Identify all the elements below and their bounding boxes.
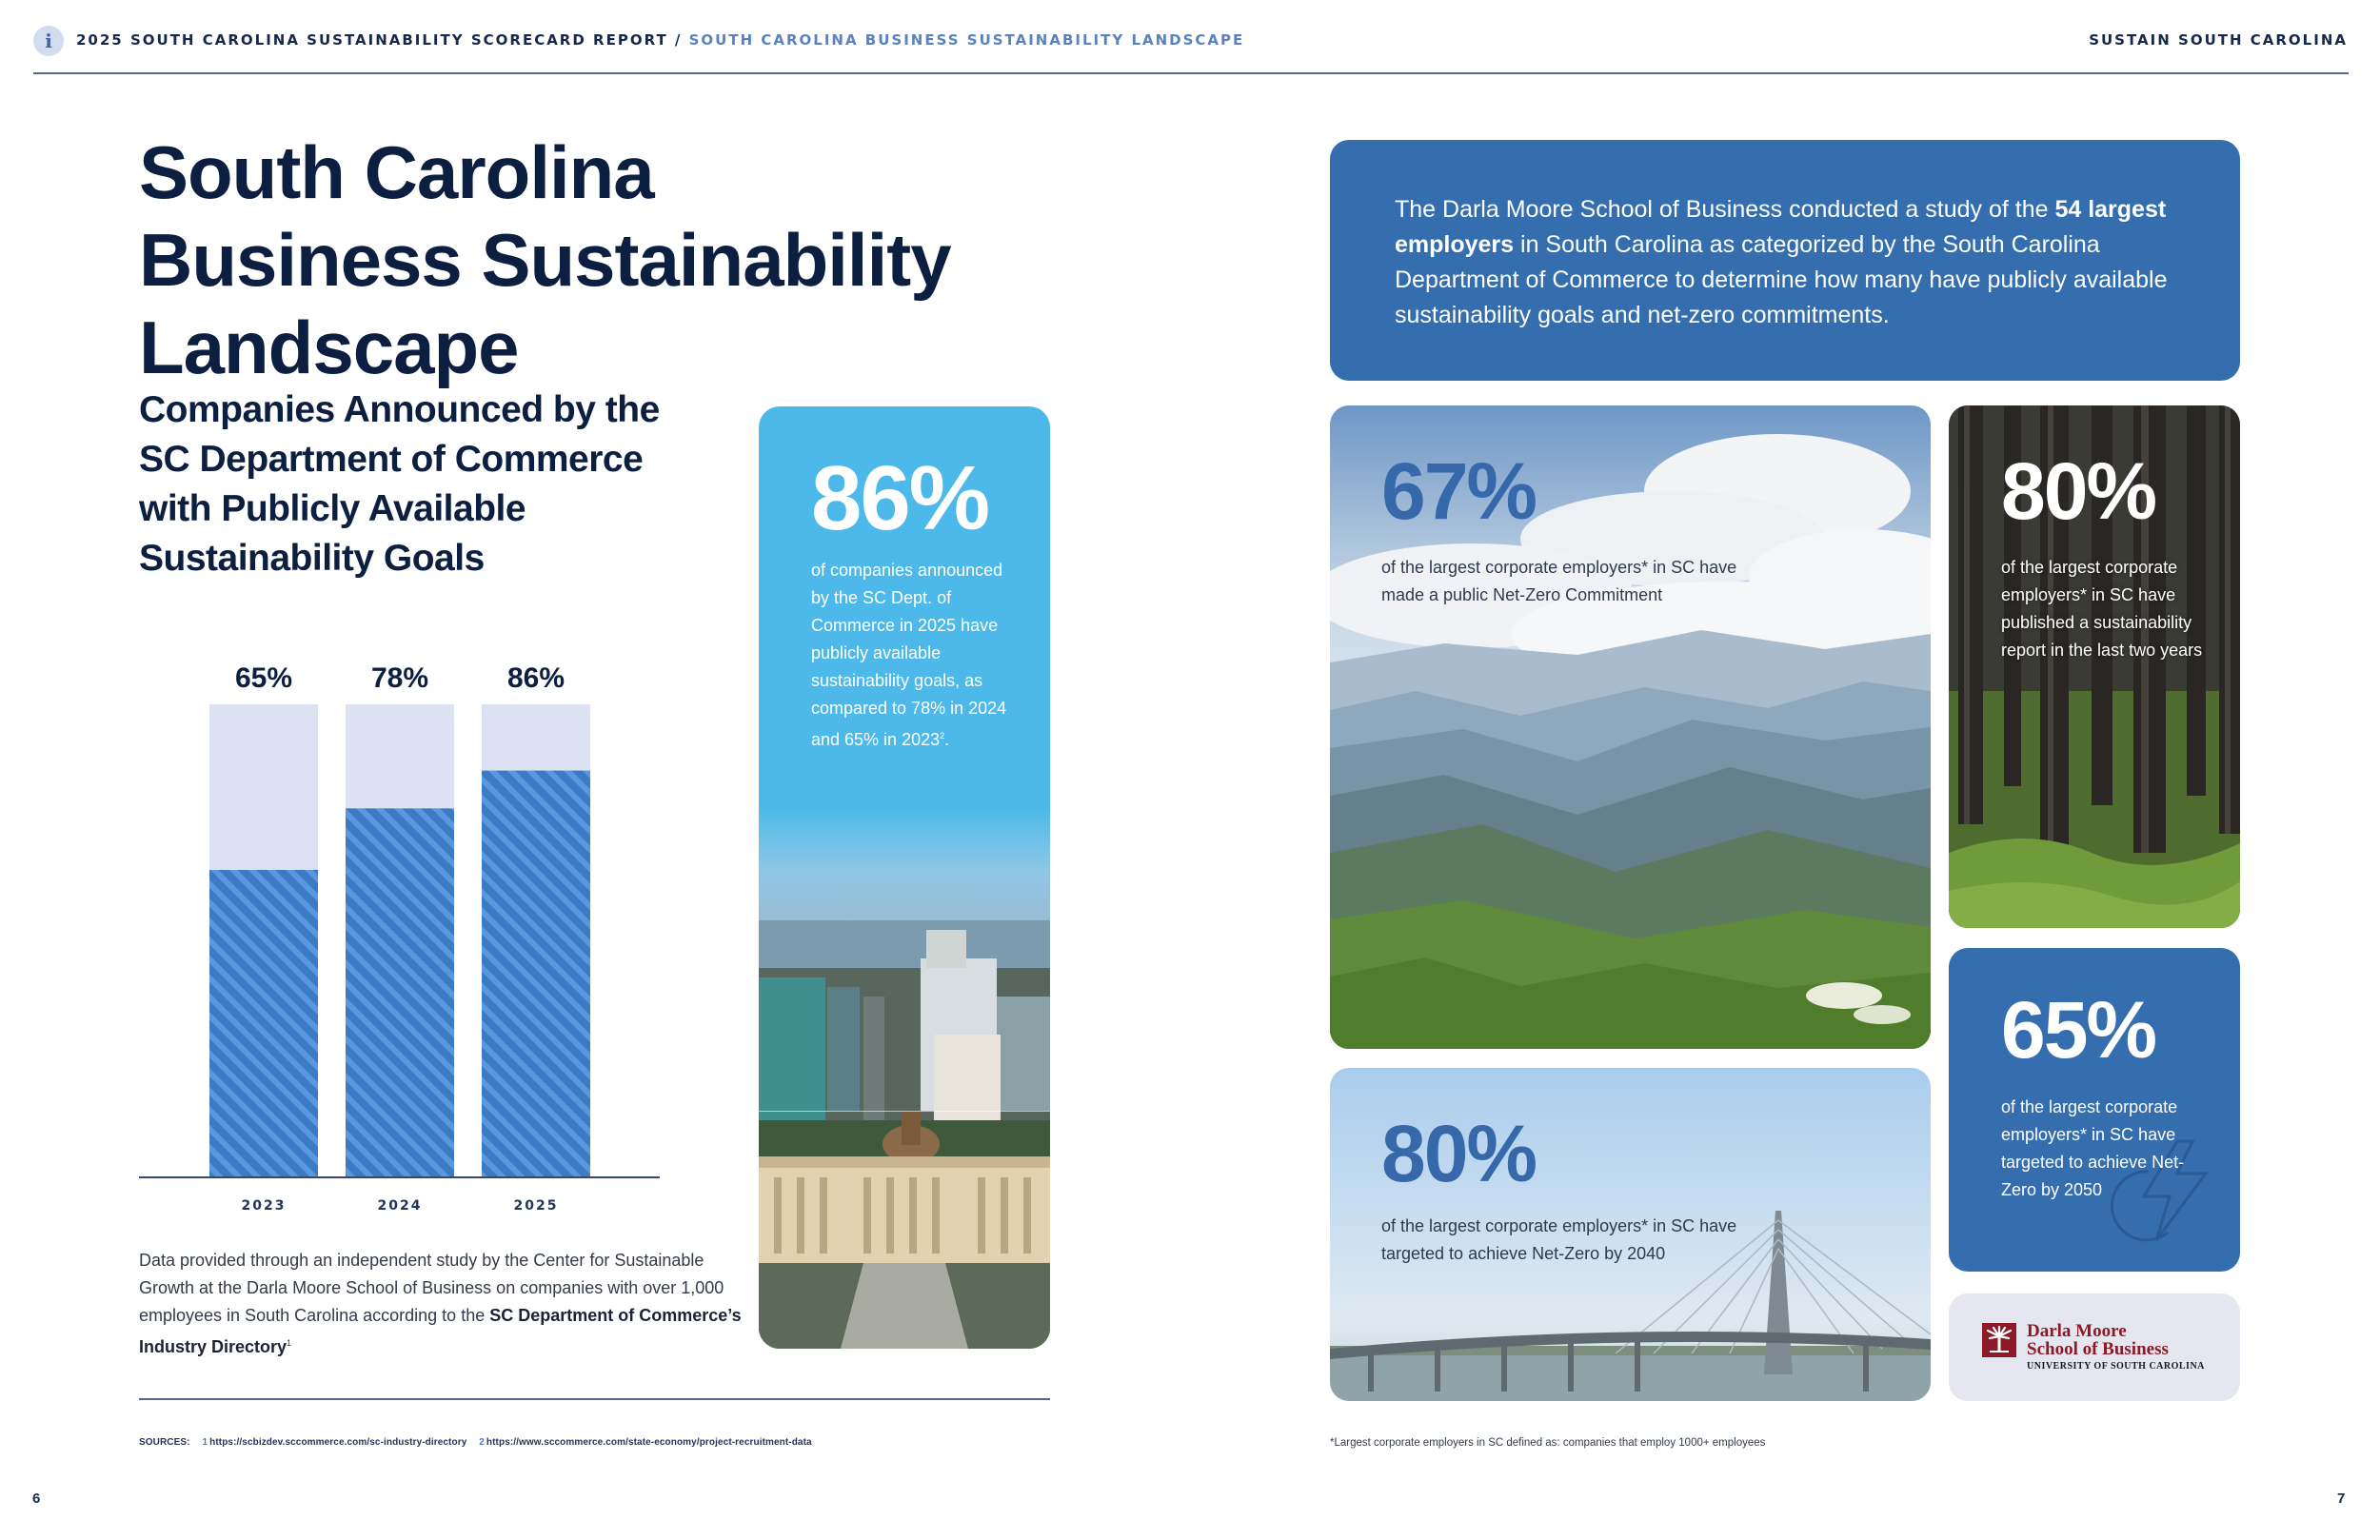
stat-text: of the largest corporate employers* in S…	[1381, 1216, 1737, 1263]
logo-name-line2: School of Business	[2027, 1339, 2169, 1359]
pine-forest-image	[1949, 405, 2240, 928]
source-number: 2	[479, 1437, 485, 1448]
intro-text-start: The Darla Moore School of Business condu…	[1395, 196, 2055, 223]
bridge-image	[1330, 1068, 1931, 1401]
breadcrumb-current: SOUTH CAROLINA BUSINESS SUSTAINABILITY L…	[688, 31, 1245, 49]
darla-moore-logo: Darla Moore School of Business UNIVERSIT…	[1949, 1293, 2240, 1401]
x-tick-label: 2023	[242, 1198, 287, 1214]
page-header: i 2025 SOUTH CAROLINA SUSTAINABILITY SCO…	[0, 0, 2380, 76]
logo-university: UNIVERSITY OF SOUTH CAROLINA	[2027, 1361, 2205, 1372]
stat-tile-net-zero-2040: 80% of the largest corporate employers* …	[1330, 1068, 1931, 1401]
page-number-left: 6	[32, 1491, 41, 1507]
chart-source-note: Data provided through an independent stu…	[139, 1247, 748, 1361]
bar	[482, 770, 590, 1177]
chart-note-directory: SC Department of Commerce’s Industry Dir…	[139, 1306, 742, 1356]
mountain-valley-image	[1330, 405, 1931, 1049]
source-link[interactable]: https://scbizdev.sccommerce.com/sc-indus…	[209, 1437, 467, 1448]
stat-tile-sustainability-report: 80% of the largest corporate employers* …	[1949, 405, 2240, 928]
highlight-footnote-ref: 2	[940, 731, 945, 740]
footer-divider	[139, 1398, 1050, 1400]
stat-value: 65%	[2001, 985, 2157, 1075]
intro-text-bold: 54 largest employers	[1395, 196, 2167, 258]
chart-title: Companies Announced by the SC Department…	[139, 389, 660, 579]
highlight-card-86: 86% of companies announced by the SC Dep…	[759, 406, 1050, 1349]
footnote: *Largest corporate employers in SC defin…	[1330, 1437, 1766, 1449]
bar-value-label: 86%	[507, 662, 565, 694]
bar	[209, 869, 318, 1177]
bar	[346, 808, 454, 1177]
stat-tile-net-zero-2050: 65% of the largest corporate employers* …	[1949, 948, 2240, 1272]
page-number-right: 7	[2337, 1491, 2346, 1507]
highlight-text-end: .	[944, 730, 950, 749]
stat-value: 80%	[1381, 1109, 1537, 1198]
source-number: 1	[202, 1437, 208, 1448]
stat-text: of the largest corporate employers* in S…	[1381, 558, 1737, 604]
chart-note-text: Data provided through an independent stu…	[139, 1251, 724, 1325]
logo-name-line1: Darla Moore	[2027, 1321, 2127, 1341]
city-skyline-image	[759, 806, 1050, 1349]
page-title: South Carolina Business Sustainability L…	[139, 130, 952, 389]
highlight-text-body: of companies announced by the SC Dept. o…	[811, 561, 1007, 749]
intro-panel: The Darla Moore School of Business condu…	[1330, 140, 2240, 381]
stat-text: of the largest corporate employers* in S…	[2001, 558, 2203, 660]
sources-label: SOURCES:	[139, 1437, 190, 1448]
lightning-bolt-icon	[2111, 1139, 2209, 1242]
stat-tile-net-zero-commitment: 67% of the largest corporate employers* …	[1330, 405, 1931, 1049]
highlight-text: of companies announced by the SC Dept. o…	[811, 557, 1021, 754]
source-link[interactable]: https://www.sccommerce.com/state-economy…	[486, 1437, 812, 1448]
stat-text: of the largest corporate employers* in S…	[2001, 1097, 2185, 1199]
highlight-value: 86%	[811, 447, 990, 549]
palmetto-tree-icon	[1982, 1323, 2016, 1357]
breadcrumb: 2025 SOUTH CAROLINA SUSTAINABILITY SCORE…	[76, 31, 1244, 49]
x-tick-label: 2024	[378, 1198, 423, 1214]
breadcrumb-root[interactable]: 2025 SOUTH CAROLINA SUSTAINABILITY SCORE…	[76, 31, 668, 49]
header-divider	[33, 72, 2349, 74]
bar-value-label: 78%	[371, 662, 428, 694]
chart-note-footnote-ref: 1	[287, 1338, 292, 1348]
sources-line: SOURCES: 1 https://scbizdev.sccommerce.co…	[139, 1437, 812, 1448]
stat-value: 67%	[1381, 446, 1537, 536]
intro-text: The Darla Moore School of Business condu…	[1395, 192, 2185, 333]
intro-text-end: in South Carolina as categorized by the …	[1395, 231, 2168, 328]
stat-value: 80%	[2001, 446, 2157, 536]
x-tick-label: 2025	[514, 1198, 559, 1214]
bar-value-label: 65%	[235, 662, 292, 694]
breadcrumb-separator: /	[667, 31, 689, 49]
brand-label: SUSTAIN SOUTH CAROLINA	[2089, 31, 2348, 49]
info-icon[interactable]: i	[33, 26, 64, 56]
